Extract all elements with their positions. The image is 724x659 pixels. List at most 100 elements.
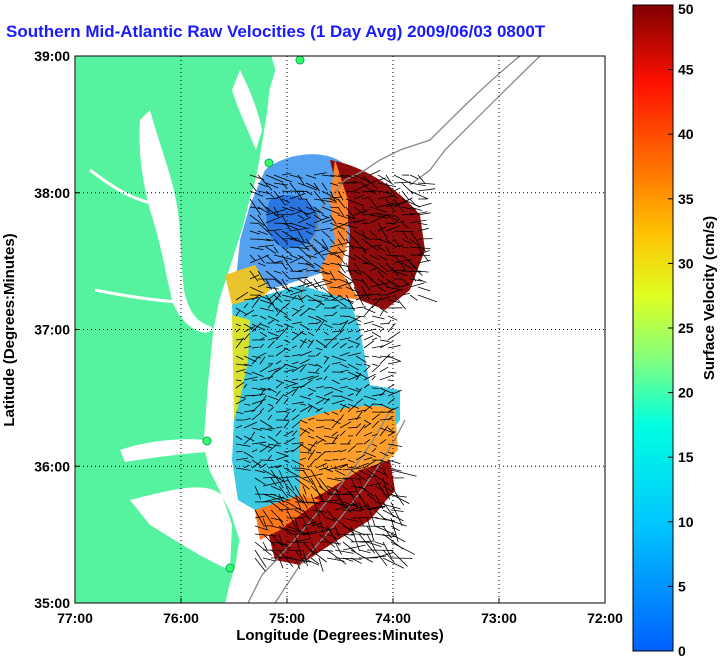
velocity-vector — [257, 174, 273, 191]
velocity-vector — [353, 182, 371, 192]
velocity-vector — [355, 355, 367, 363]
velocity-vector — [291, 307, 299, 312]
velocity-vector — [251, 431, 256, 437]
velocity-vector — [323, 338, 334, 349]
velocity-vector — [382, 493, 407, 498]
velocity-vector — [361, 278, 371, 291]
velocity-vector — [262, 533, 276, 547]
velocity-vector — [235, 425, 243, 429]
velocity-vector — [283, 339, 291, 344]
velocity-vector — [387, 415, 393, 421]
velocity-vector — [366, 555, 386, 559]
velocity-vector — [331, 295, 342, 301]
velocity-vector — [310, 509, 328, 513]
velocity-vector — [355, 462, 369, 469]
velocity-vector — [249, 254, 270, 264]
velocity-vector — [417, 278, 427, 283]
bathymetry-contour-1 — [299, 56, 521, 301]
velocity-vector — [355, 423, 362, 429]
velocity-vector — [345, 238, 355, 250]
colorbar-tick-label: 10 — [678, 514, 694, 530]
velocity-vector — [291, 308, 302, 317]
velocity-vector — [289, 192, 306, 200]
velocity-vector — [321, 286, 334, 297]
velocity-vector — [363, 340, 375, 349]
velocity-vector — [363, 422, 372, 429]
velocity-vector — [294, 469, 305, 472]
velocity-vector — [363, 439, 371, 445]
velocity-vector — [323, 391, 334, 397]
velocity-vector — [273, 270, 282, 274]
velocity-vector — [305, 174, 317, 179]
velocity-vector — [243, 325, 255, 333]
velocity-vector — [281, 173, 291, 176]
velocity-vector — [366, 525, 374, 536]
velocity-vector — [323, 387, 333, 389]
velocity-vector — [318, 477, 333, 496]
colorbar-tick-label: 50 — [678, 1, 694, 17]
velocity-vector — [273, 238, 280, 245]
velocity-vector — [371, 420, 380, 429]
velocity-vector — [369, 198, 378, 209]
velocity-vector — [393, 220, 405, 224]
velocity-vector — [297, 254, 315, 267]
velocity-vector — [345, 198, 365, 207]
velocity-vector — [339, 464, 348, 469]
velocity-vector — [334, 517, 354, 534]
velocity-vector — [358, 517, 365, 527]
velocity-vector — [305, 278, 319, 290]
velocity-vector — [313, 270, 329, 275]
velocity-vector — [289, 227, 310, 232]
velocity-vector — [382, 549, 395, 563]
velocity-vector — [235, 363, 248, 366]
velocity-vector — [283, 347, 291, 352]
velocity-vector — [409, 190, 429, 200]
velocity-vector — [366, 482, 382, 487]
velocity-vector — [369, 278, 380, 286]
velocity-vector — [273, 190, 286, 206]
velocity-vector — [267, 444, 277, 453]
velocity-vector — [307, 417, 315, 421]
velocity-vector — [371, 363, 378, 366]
velocity-vector — [283, 437, 296, 445]
velocity-vector — [342, 544, 366, 551]
velocity-vector — [379, 439, 387, 445]
velocity-vector — [307, 387, 316, 392]
velocity-vector — [377, 195, 396, 200]
y-tick-label: 35:00 — [34, 595, 70, 611]
velocity-vector — [326, 477, 343, 482]
field-yellow-mid — [232, 315, 250, 420]
velocity-vector — [345, 269, 358, 272]
velocity-vector — [323, 314, 333, 317]
velocity-vector — [265, 246, 277, 254]
field-orange-south — [300, 405, 398, 500]
velocity-vector — [259, 388, 266, 397]
velocity-vector — [275, 430, 282, 437]
velocity-vector — [331, 431, 338, 437]
velocity-vector — [283, 408, 291, 413]
velocity-vector — [275, 426, 283, 429]
velocity-vector — [294, 485, 308, 509]
velocity-vector — [337, 262, 346, 274]
velocity-vector — [401, 262, 414, 270]
velocity-vector — [353, 206, 365, 215]
velocity-vector — [393, 197, 413, 208]
velocity-vector — [243, 371, 253, 375]
velocity-vector — [382, 557, 405, 569]
velocity-vector — [299, 405, 312, 413]
velocity-vector — [326, 509, 336, 520]
velocity-vector — [291, 361, 299, 365]
velocity-vector — [257, 190, 270, 194]
velocity-vector — [369, 170, 381, 176]
velocity-vector — [283, 411, 290, 421]
velocity-vector — [313, 262, 325, 270]
velocity-vector — [387, 331, 401, 341]
velocity-vector — [387, 427, 395, 433]
velocity-vector — [353, 262, 363, 275]
velocity-vector — [291, 354, 301, 357]
velocity-vector — [315, 315, 328, 323]
velocity-vector — [307, 406, 313, 413]
velocity-vector — [273, 246, 279, 254]
velocity-vector — [243, 345, 252, 349]
velocity-vector — [366, 517, 374, 541]
